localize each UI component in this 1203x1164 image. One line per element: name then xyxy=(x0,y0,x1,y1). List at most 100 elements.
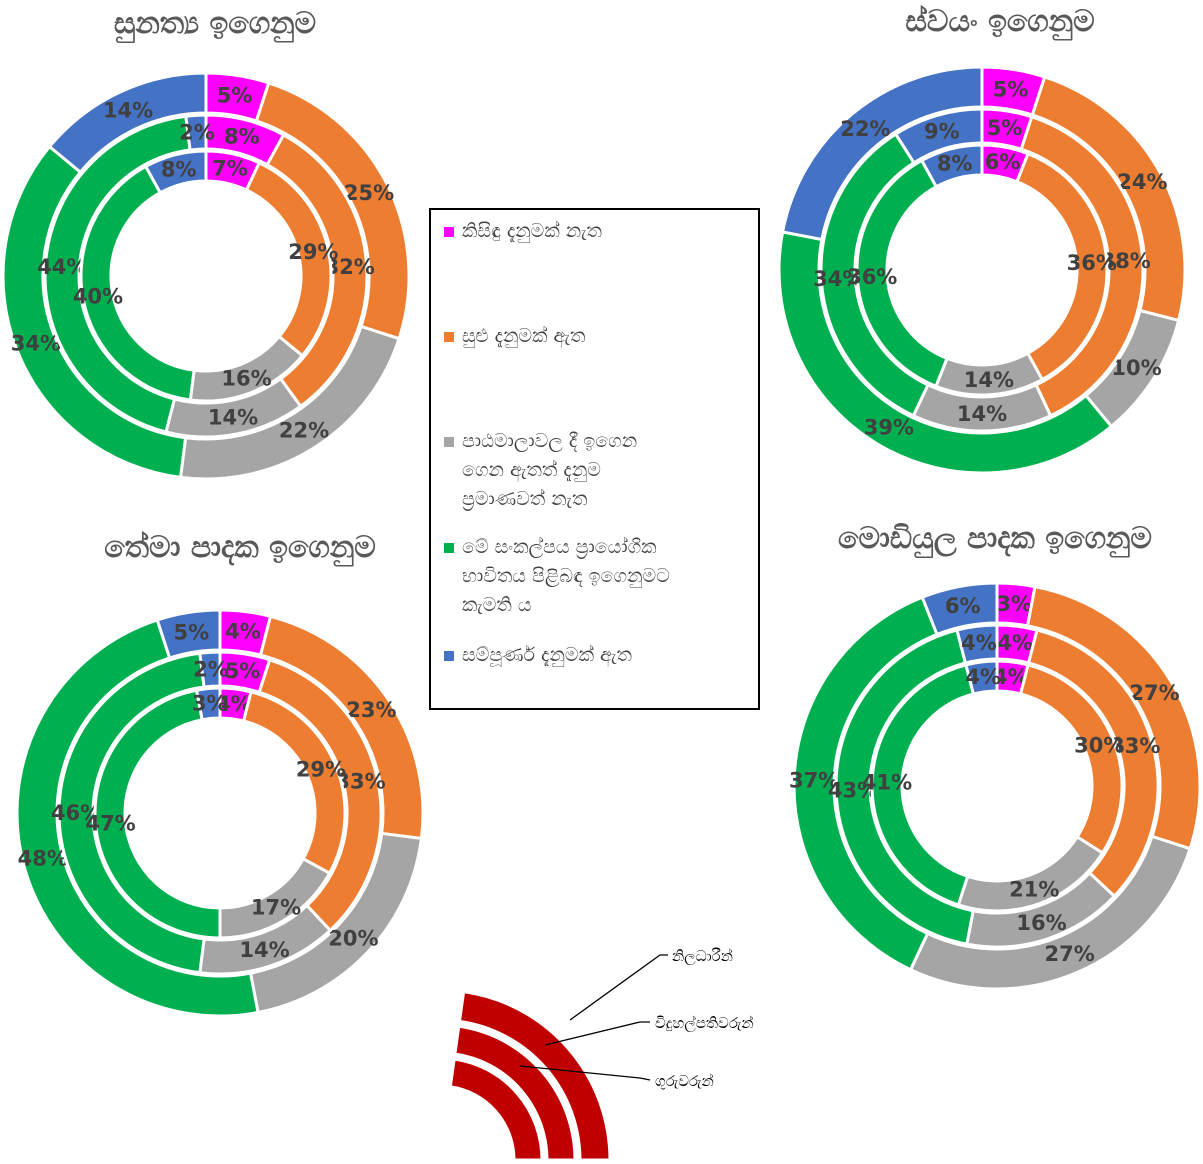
legend-label: ප්‍රමාණවත් නැත xyxy=(462,488,588,511)
donut-segment-full_knowledge xyxy=(780,65,984,242)
ring-key-leader-middle xyxy=(544,1021,650,1046)
data-label: 2% xyxy=(193,657,229,681)
ring-key: නිලධාරීන් විදුහල්පතිවරුන් ගුරුවරුන් xyxy=(448,947,754,1162)
legend-label: සුළු දැනුමක් ඇත xyxy=(462,325,585,349)
legend-label: සම්පූර්ණ දැනුමක් ඇත xyxy=(462,644,632,668)
donut-chart-3: තේමා පාදක ඉගෙනුම4%23%20%48%5%5%33%14%46%… xyxy=(15,530,425,1018)
donut-segment-full_knowledge xyxy=(198,650,222,689)
data-label: 27% xyxy=(1045,942,1095,966)
data-label: 5% xyxy=(993,77,1029,101)
donut-chart-1: සුනත්‍ය ඉගෙනුම 5% 25% 22% 34% 14% 8% 32% 14% 44% 2… xyxy=(1,6,411,481)
data-label: 48% xyxy=(18,847,68,871)
data-label: 17% xyxy=(251,896,301,920)
data-label: 14% xyxy=(208,405,258,429)
data-label: 34% xyxy=(813,267,863,291)
chart-title: තේමා පාදක ඉගෙනුම xyxy=(104,530,376,568)
data-label: 21% xyxy=(1009,877,1059,901)
legend-box xyxy=(429,208,760,710)
ring-key-label-inner: ගුරුවරුන් xyxy=(655,1072,714,1090)
legend-swatch xyxy=(444,651,454,661)
donut-chart-2: ස්වයං ඉගෙනුම 5% 24% 10% 39% 22% 5% 38% 14% 34% 9% 6… xyxy=(777,4,1187,475)
data-label: 16% xyxy=(1016,911,1066,935)
legend-label: භාවිතය පිළිබඳ ඉගෙනුමට xyxy=(462,565,670,588)
data-label: 4% xyxy=(965,665,1001,689)
data-label: 14% xyxy=(239,938,289,962)
legend-entry-want_practical: මේ සංකල්පය ප්‍රායෝගික භාවිතය පිළිබඳ ඉගෙනු… xyxy=(444,536,670,616)
data-label: 14% xyxy=(957,402,1007,426)
data-label: 7% xyxy=(212,157,248,181)
legend: කිසිඳු දැනුමක් නැත සුළු දැනුමක් ඇත පාඨමාලා… xyxy=(429,208,760,710)
data-label: 24% xyxy=(1117,170,1167,194)
data-label: 9% xyxy=(924,120,960,144)
ring-key-arc-outer xyxy=(457,989,612,1162)
donut-segment-full_knowledge xyxy=(955,623,999,665)
data-label: 44% xyxy=(37,255,87,279)
legend-label: කිසිඳු දැනුමක් නැත xyxy=(462,220,602,244)
ring-key-label-middle: විදුහල්පතිවරුන් xyxy=(655,1014,754,1032)
data-label: 36% xyxy=(847,265,897,289)
data-label: 34% xyxy=(11,331,61,355)
donut-segment-full_knowledge xyxy=(964,659,999,696)
data-label: 38% xyxy=(1101,249,1151,273)
data-label: 8% xyxy=(161,157,197,181)
chart-title: සුනත්‍ය ඉගෙනුම xyxy=(114,6,316,44)
data-label: 23% xyxy=(346,698,396,722)
data-label: 36% xyxy=(1067,251,1117,275)
data-label: 22% xyxy=(279,419,329,443)
donut-segment-want_practical xyxy=(57,651,206,975)
data-label: 2% xyxy=(179,120,215,144)
donut-segment-full_knowledge xyxy=(920,581,999,637)
data-label: 43% xyxy=(828,779,878,803)
legend-entry-not_enough: පාඨමාලාවල දී ඉගෙන ගෙන ඇතත් දැනුම ප්‍රමාණවත… xyxy=(444,430,637,511)
data-label: 5% xyxy=(987,116,1023,140)
data-label: 14% xyxy=(103,98,153,122)
chart-title: ස්වයං ඉගෙනුම xyxy=(905,4,1094,42)
data-label: 6% xyxy=(985,150,1021,174)
donut-segment-full_knowledge xyxy=(893,107,984,165)
donut-segment-want_practical xyxy=(834,628,975,946)
legend-items: කිසිඳු දැනුමක් නැත සුළු දැනුමක් ඇත පාඨමාලා… xyxy=(444,220,670,668)
donut-chart-4: මොඩියුල පාදක ඉගෙනුම3%27%27%37%6%4%33%16%… xyxy=(789,521,1202,991)
data-label: 5% xyxy=(225,659,261,683)
legend-swatch xyxy=(444,437,454,447)
data-label: 8% xyxy=(224,125,260,149)
data-label: 41% xyxy=(862,771,912,795)
donut-segment-full_knowledge xyxy=(143,149,208,195)
data-label: 5% xyxy=(217,83,253,107)
data-label: 37% xyxy=(789,768,839,792)
legend-label: කැමති ය xyxy=(462,594,532,616)
donut-segment-full_knowledge xyxy=(47,71,208,175)
data-label: 30% xyxy=(1074,734,1124,758)
data-label: 10% xyxy=(1111,356,1161,380)
donut-segment-full_knowledge xyxy=(194,686,222,722)
data-label: 6% xyxy=(945,594,981,618)
charts-layer: සුනත්‍ය ඉගෙනුම 5% 25% 22% 34% 14% 8% 32% 14% 44% 2… xyxy=(1,4,1202,1018)
legend-label: ගෙන ඇතත් දැනුම xyxy=(462,459,601,483)
data-label: 39% xyxy=(864,416,914,440)
donut-segment-want_practical xyxy=(15,618,260,1018)
data-label: 27% xyxy=(1129,681,1179,705)
data-label: 3% xyxy=(996,592,1032,616)
data-label: 46% xyxy=(51,801,101,825)
data-label: 4% xyxy=(997,631,1033,655)
data-label: 20% xyxy=(328,926,378,950)
donut-segment-full_knowledge xyxy=(184,113,208,152)
data-label: 3% xyxy=(192,691,228,715)
data-label: 32% xyxy=(325,255,375,279)
data-label: 29% xyxy=(296,757,346,781)
legend-label: පාඨමාලාවල දී ඉගෙන xyxy=(462,430,637,452)
legend-swatch xyxy=(444,543,454,553)
donut-segment-full_knowledge xyxy=(155,608,222,660)
data-label: 14% xyxy=(964,368,1014,392)
data-label: 22% xyxy=(840,117,890,141)
data-label: 5% xyxy=(174,620,210,644)
ring-key-arc-middle xyxy=(453,1024,577,1162)
ring-key-leader-inner xyxy=(519,1065,651,1081)
legend-label: මේ සංකල්පය ප්‍රායෝගික xyxy=(462,536,657,559)
legend-entry-full_knowledge: සම්පූර්ණ දැනුමක් ඇත xyxy=(444,644,632,668)
data-label: 4% xyxy=(961,631,997,655)
legend-swatch xyxy=(444,332,454,342)
donut-segment-full_knowledge xyxy=(919,143,984,189)
donut-segment-want_practical xyxy=(93,688,222,940)
